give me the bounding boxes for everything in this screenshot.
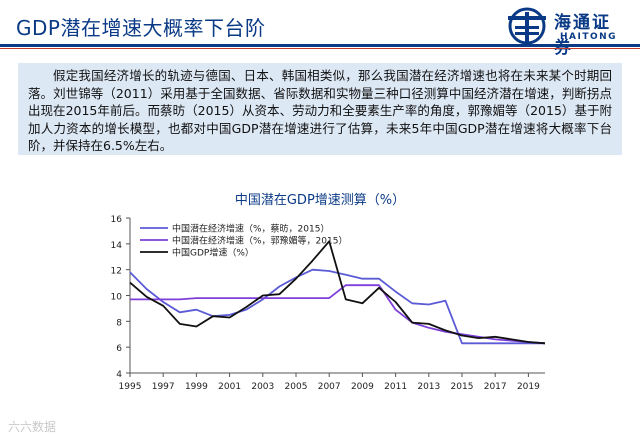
x-tick-label: 1997 (152, 382, 175, 392)
x-tick-label: 2015 (451, 382, 474, 392)
potential-gdp-growth-chart: 中国潜在GDP增速测算（%） 4 6 8 10 12 14 16 1995 1997 1999 20… (111, 193, 546, 392)
legend-label-2: 中国潜在经济增速（%，郭豫媚等，2015） (172, 235, 347, 247)
page-title: GDP潜在增速大概率下台阶 (16, 16, 266, 40)
series-line-3 (129, 240, 546, 345)
legend-label-3: 中国GDP增速（%） (172, 247, 254, 259)
logo-name-en: HAITONG (560, 32, 618, 42)
chart-legend: 中国潜在经济增速（%，蔡昉，2015）中国潜在经济增速（%，郭豫媚等，2015）… (140, 223, 347, 259)
x-tick-label: 2003 (251, 382, 274, 392)
series-line-2 (130, 284, 546, 345)
y-tick-label: 16 (111, 215, 123, 225)
x-tick-label: 1995 (119, 382, 142, 392)
haitong-emblem-icon (508, 7, 546, 45)
legend-label-1: 中国潜在经济增速（%，蔡昉，2015） (172, 223, 329, 235)
x-tick-label: 2005 (285, 382, 308, 392)
x-tick-label: 2011 (384, 382, 407, 392)
chart-title: 中国潜在GDP增速测算（%） (235, 193, 405, 208)
header-divider-accent (0, 48, 640, 49)
y-tick-label: 12 (111, 267, 122, 277)
chart-series (129, 240, 546, 345)
y-tick-label: 14 (111, 241, 123, 251)
x-tick-label: 1999 (185, 382, 208, 392)
y-tick-label: 10 (111, 293, 123, 303)
header-divider (0, 44, 640, 47)
y-tick-label: 8 (116, 318, 122, 328)
summary-text: 假定我国经济增长的轨迹与德国、日本、韩国相类似，那么我国潜在经济增速也将在未来某… (28, 68, 612, 153)
watermark: 六六数据 (8, 420, 57, 434)
summary-box: 假定我国经济增长的轨迹与德国、日本、韩国相类似，那么我国潜在经济增速也将在未来某… (18, 63, 622, 155)
y-tick-label: 4 (116, 370, 122, 380)
x-tick-label: 2009 (351, 382, 374, 392)
series-line-1 (129, 268, 545, 345)
x-tick-label: 2019 (517, 382, 540, 392)
x-tick-label: 2013 (417, 382, 440, 392)
x-tick-label: 2017 (484, 382, 507, 392)
chart-axes: 4 6 8 10 12 14 16 1995 1997 1999 2001 2003 2005 2007 2… (111, 215, 545, 392)
y-tick-label: 6 (116, 344, 122, 354)
x-tick-label: 2001 (218, 382, 241, 392)
x-tick-label: 2007 (318, 382, 341, 392)
